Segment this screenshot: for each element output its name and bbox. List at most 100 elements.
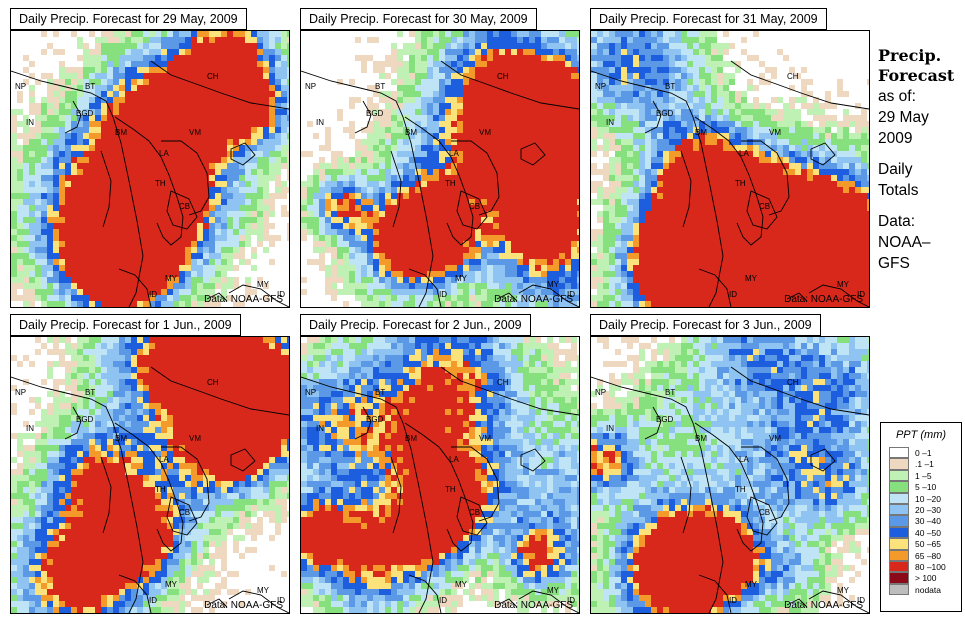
country-label: ID xyxy=(729,596,737,605)
country-label: CH xyxy=(497,72,509,81)
coastline xyxy=(741,446,790,522)
country-label: ID xyxy=(149,596,157,605)
legend-item: 1 –5 xyxy=(889,469,961,482)
coastline xyxy=(456,496,488,536)
country-label: CH xyxy=(207,378,219,387)
coastline xyxy=(520,448,546,472)
panel-title: Daily Precip. Forecast for 1 Jun., 2009 xyxy=(10,314,241,336)
legend-swatch xyxy=(889,469,909,482)
country-label: CB xyxy=(469,202,480,211)
country-label: BM xyxy=(115,128,127,137)
legend-swatch xyxy=(889,515,909,527)
country-label: IN xyxy=(316,118,324,127)
country-label: MY xyxy=(165,580,178,589)
coastline xyxy=(150,366,289,416)
legend-item: 30 –40 xyxy=(889,515,961,527)
country-label: MY xyxy=(257,280,270,289)
legend-swatch xyxy=(889,549,909,561)
country-label: BT xyxy=(85,388,95,397)
coastline xyxy=(520,142,546,166)
country-label: MY xyxy=(165,274,178,283)
country-label: ID xyxy=(277,290,285,299)
legend-swatch xyxy=(889,447,909,459)
coastline xyxy=(451,446,500,522)
country-label: MY xyxy=(837,586,850,595)
country-label: BM xyxy=(695,434,707,443)
country-label: LA xyxy=(449,149,459,158)
map-credit: Data: NOAA-GFS xyxy=(204,600,283,611)
country-label: MY xyxy=(257,586,270,595)
legend-item: 50 –65 xyxy=(889,538,961,550)
country-label: BT xyxy=(85,82,95,91)
map-credit: Data: NOAA-GFS xyxy=(494,600,573,611)
precip-grid: NP BT BGD IN CH BM VM LA TH CB MY ID MY ID xyxy=(591,337,869,613)
country-label: LA xyxy=(159,455,169,464)
legend-label: 80 –100 xyxy=(915,561,946,572)
legend-item: .1 –1 xyxy=(889,458,961,470)
coastline xyxy=(746,496,778,536)
legend-item: 20 –30 xyxy=(889,503,961,516)
coastline xyxy=(591,70,724,307)
coastline xyxy=(518,590,579,613)
info-title-line: Forecast xyxy=(878,66,955,85)
forecast-panel-30-may: Daily Precip. Forecast for 30 May, 2009 … xyxy=(300,0,592,308)
legend-label: 40 –50 xyxy=(915,527,941,538)
legend-label: nodata xyxy=(915,584,941,595)
coastline xyxy=(786,292,808,302)
forecast-panel-3-jun: Daily Precip. Forecast for 3 Jun., 2009 … xyxy=(590,306,882,614)
panel-title: Daily Precip. Forecast for 29 May, 2009 xyxy=(10,8,247,30)
country-label: NP xyxy=(15,82,26,91)
coastline xyxy=(11,70,144,307)
coastline xyxy=(166,496,198,536)
country-label: BGD xyxy=(656,109,674,118)
country-label: BGD xyxy=(366,415,384,424)
country-label: BT xyxy=(375,82,385,91)
country-label: CB xyxy=(179,202,190,211)
coastline xyxy=(114,116,184,246)
country-label: VM xyxy=(479,434,491,443)
coastline xyxy=(786,598,808,608)
coastline xyxy=(810,448,836,472)
country-label: ID xyxy=(567,596,575,605)
coastline xyxy=(810,142,836,166)
coastline xyxy=(390,150,402,228)
country-label: TH xyxy=(735,179,746,188)
legend-label: 10 –20 xyxy=(915,493,941,504)
coastline xyxy=(456,190,488,230)
country-label: BM xyxy=(405,434,417,443)
country-label: ID xyxy=(149,290,157,299)
precip-map: NP BT BGD IN CH BM VM LA TH CB MY ID MY ID Data: NOAA… xyxy=(10,30,290,308)
legend-label: 0 –1 xyxy=(915,448,932,458)
country-label: IN xyxy=(26,118,34,127)
legend-label: 50 –65 xyxy=(915,539,941,550)
country-label: CB xyxy=(179,508,190,517)
info-title-line: Precip. xyxy=(878,46,942,65)
forecast-panel-31-may: Daily Precip. Forecast for 31 May, 2009 … xyxy=(590,0,882,308)
legend-swatch xyxy=(889,492,909,504)
data-source-line: Data: xyxy=(878,213,916,230)
coastline xyxy=(390,456,402,534)
country-label: CH xyxy=(787,378,799,387)
precip-map: NP BT BGD IN CH BM VM LA TH CB MY ID MY ID Data: NOAA… xyxy=(10,336,290,614)
coastline xyxy=(808,284,869,307)
asof-year: 2009 xyxy=(878,130,913,147)
coastline xyxy=(228,284,289,307)
coastline xyxy=(591,376,724,613)
legend-item: 80 –100 xyxy=(889,560,961,573)
legend-label: 30 –40 xyxy=(915,516,941,527)
country-label: BGD xyxy=(76,109,94,118)
coastline xyxy=(404,422,474,552)
coastline xyxy=(451,140,500,216)
country-label: ID xyxy=(439,596,447,605)
legend-item: 10 –20 xyxy=(889,492,961,504)
coastline xyxy=(228,590,289,613)
country-label: BGD xyxy=(76,415,94,424)
coastline xyxy=(730,366,869,416)
legend-item: > 100 xyxy=(889,572,961,584)
coastline xyxy=(161,446,210,522)
forecast-info: Precip. Forecast as of: 29 May 2009 Dail… xyxy=(878,46,964,274)
country-label: BT xyxy=(665,388,675,397)
country-label: BT xyxy=(665,82,675,91)
legend-item: 5 –10 xyxy=(889,481,961,493)
country-label: ID xyxy=(439,290,447,299)
